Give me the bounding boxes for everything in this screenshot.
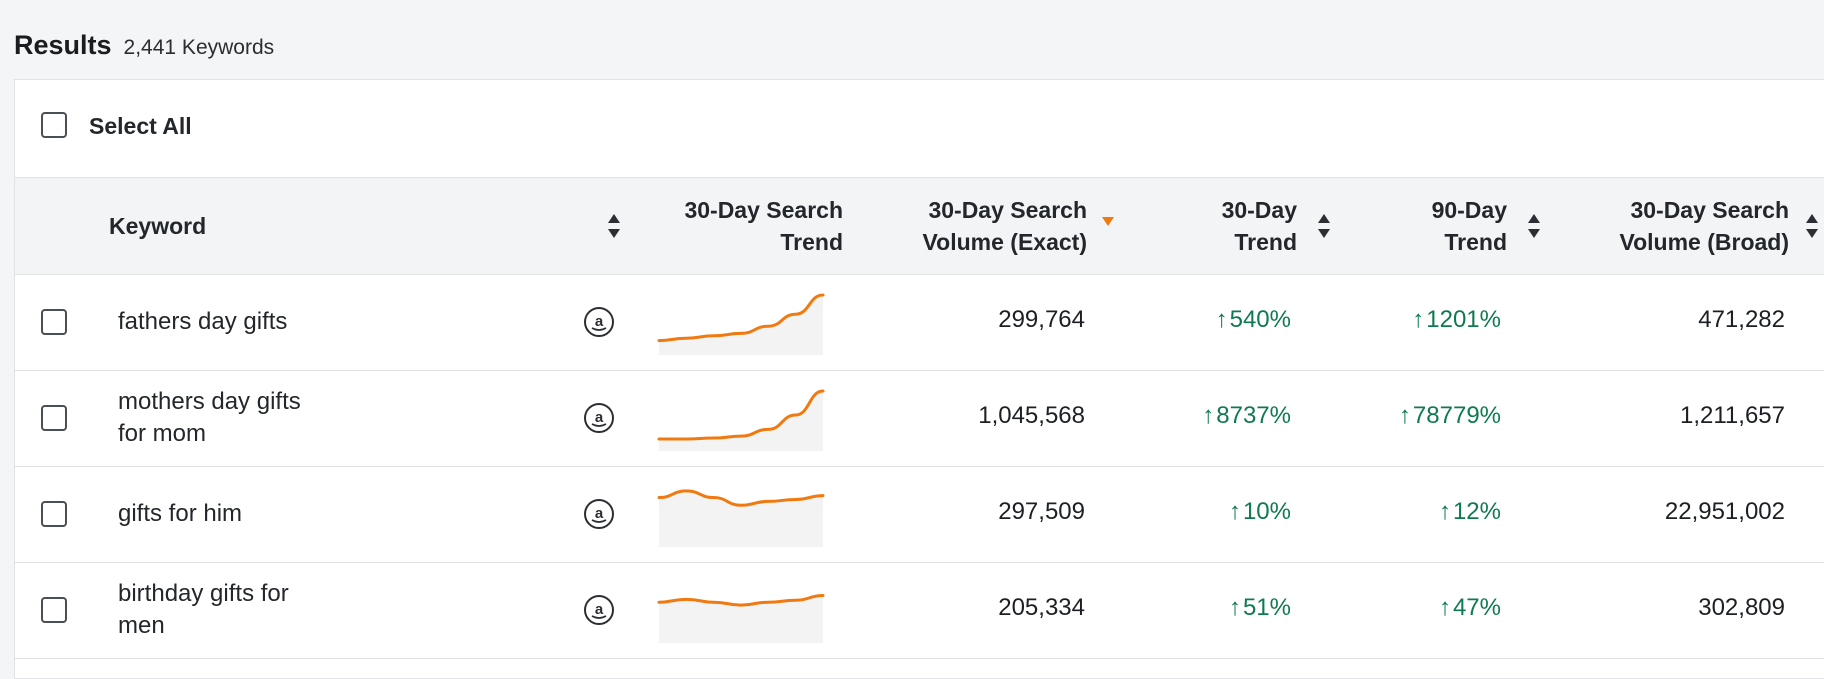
volume-broad-value: 302,809 <box>1698 594 1785 621</box>
arrow-up-icon: ↑ <box>1412 306 1425 333</box>
arrow-up-icon: ↑ <box>1438 594 1451 621</box>
trend-90day-value: ↑12% <box>1345 498 1501 526</box>
search-trend-sparkline <box>657 593 825 643</box>
column-keyword-label: Keyword <box>109 213 207 239</box>
search-trend-sparkline <box>657 389 825 451</box>
keyword-text-line1: fathers day gifts <box>118 308 288 335</box>
volume-exact-value: 297,509 <box>998 498 1085 525</box>
trend-90day-percent: 47% <box>1452 594 1501 621</box>
keyword-text-line1: mothers day gifts <box>118 388 301 415</box>
column-volume-broad-line1: 30-Day Search <box>1630 197 1789 223</box>
table-body: fathers day gifts a 299,764 ↑540% ↑1201%… <box>15 275 1824 659</box>
sort-updown-icon[interactable] <box>1527 212 1541 240</box>
results-header: Results 2,441 Keywords <box>14 30 274 62</box>
amazon-logo-icon[interactable]: a <box>583 306 615 338</box>
sort-updown-icon[interactable] <box>607 212 621 240</box>
column-30day-trend-line2: Trend <box>1234 229 1297 255</box>
column-search-trend-line1: 30-Day Search <box>684 197 843 223</box>
volume-broad-value: 471,282 <box>1698 306 1785 333</box>
volume-exact-value: 205,334 <box>998 594 1085 621</box>
column-search-trend-line2: Trend <box>780 229 843 255</box>
column-volume-exact-line1: 30-Day Search <box>928 197 1087 223</box>
select-all-checkbox[interactable] <box>41 112 67 138</box>
trend-90day-percent: 1201% <box>1426 306 1501 333</box>
arrow-up-icon: ↑ <box>1438 498 1451 525</box>
arrow-up-icon: ↑ <box>1228 594 1241 621</box>
results-table-panel: Select All Keyword 30-Day Search Trend 3… <box>14 79 1824 679</box>
results-title: Results <box>14 30 112 60</box>
trend-90day-percent: 12% <box>1452 498 1501 525</box>
sort-updown-icon[interactable] <box>1805 212 1819 240</box>
table-row: birthday gifts for men a 205,334 ↑51% ↑4… <box>15 563 1824 659</box>
row-checkbox[interactable] <box>41 501 67 527</box>
amazon-logo-icon[interactable]: a <box>583 402 615 434</box>
keyword-text-line2: men <box>118 612 165 639</box>
column-keyword[interactable]: Keyword <box>109 210 206 242</box>
keyword-cell[interactable]: fathers day gifts <box>118 306 348 338</box>
trend-30day-value: ↑540% <box>1155 306 1291 334</box>
column-90day-trend-line2: Trend <box>1444 229 1507 255</box>
search-trend-sparkline <box>657 293 825 355</box>
amazon-logo-icon[interactable]: a <box>583 594 615 626</box>
keyword-text-line1: gifts for him <box>118 500 243 527</box>
amazon-logo-icon[interactable]: a <box>583 498 615 530</box>
volume-exact-value: 1,045,568 <box>978 402 1085 429</box>
column-volume-broad[interactable]: 30-Day Search Volume (Broad) <box>1555 194 1789 258</box>
column-30day-trend-line1: 30-Day <box>1221 197 1297 223</box>
trend-30day-percent: 540% <box>1229 306 1291 333</box>
trend-90day-value: ↑78779% <box>1345 402 1501 430</box>
trend-30day-value: ↑8737% <box>1155 402 1291 430</box>
sort-desc-icon[interactable] <box>1101 214 1115 242</box>
column-90day-trend-line1: 90-Day <box>1431 197 1507 223</box>
trend-90day-value: ↑1201% <box>1345 306 1501 334</box>
row-checkbox[interactable] <box>41 405 67 431</box>
table-row: fathers day gifts a 299,764 ↑540% ↑1201%… <box>15 275 1824 371</box>
volume-exact-value: 299,764 <box>998 306 1085 333</box>
arrow-up-icon: ↑ <box>1215 306 1228 333</box>
arrow-up-icon: ↑ <box>1228 498 1241 525</box>
svg-text:a: a <box>595 313 604 330</box>
trend-30day-percent: 51% <box>1242 594 1291 621</box>
svg-text:a: a <box>595 409 604 426</box>
keyword-count: 2,441 Keywords <box>123 36 275 59</box>
column-search-trend[interactable]: 30-Day Search Trend <box>635 194 843 258</box>
table-header: Keyword 30-Day Search Trend 30-Day Searc… <box>15 178 1824 275</box>
volume-broad-value: 1,211,657 <box>1680 402 1785 429</box>
column-volume-broad-line2: Volume (Broad) <box>1619 229 1789 255</box>
trend-90day-percent: 78779% <box>1412 402 1501 429</box>
trend-30day-percent: 10% <box>1242 498 1291 525</box>
keyword-cell[interactable]: mothers day gifts for mom <box>118 386 348 450</box>
select-all-bar: Select All <box>15 80 1824 178</box>
trend-90day-value: ↑47% <box>1345 594 1501 622</box>
search-trend-sparkline <box>657 489 825 547</box>
select-all-label[interactable]: Select All <box>89 113 192 139</box>
keyword-text-line1: birthday gifts for <box>118 580 289 607</box>
svg-text:a: a <box>595 505 604 522</box>
column-volume-exact-line2: Volume (Exact) <box>922 229 1087 255</box>
trend-30day-percent: 8737% <box>1216 402 1291 429</box>
sort-updown-icon[interactable] <box>1317 212 1331 240</box>
row-checkbox[interactable] <box>41 597 67 623</box>
row-checkbox[interactable] <box>41 309 67 335</box>
trend-30day-value: ↑10% <box>1155 498 1291 526</box>
column-90day-trend[interactable]: 90-Day Trend <box>1365 194 1507 258</box>
arrow-up-icon: ↑ <box>1398 402 1411 429</box>
volume-broad-value: 22,951,002 <box>1664 498 1785 525</box>
column-volume-exact[interactable]: 30-Day Search Volume (Exact) <box>855 194 1087 258</box>
keyword-text-line2: for mom <box>118 420 207 447</box>
table-row: mothers day gifts for mom a 1,045,568 ↑8… <box>15 371 1824 467</box>
svg-text:a: a <box>595 601 604 618</box>
keyword-cell[interactable]: gifts for him <box>118 498 348 530</box>
arrow-up-icon: ↑ <box>1202 402 1215 429</box>
trend-30day-value: ↑51% <box>1155 594 1291 622</box>
column-30day-trend[interactable]: 30-Day Trend <box>1155 194 1297 258</box>
table-row: gifts for him a 297,509 ↑10% ↑12% 22,951… <box>15 467 1824 563</box>
keyword-cell[interactable]: birthday gifts for men <box>118 578 348 642</box>
